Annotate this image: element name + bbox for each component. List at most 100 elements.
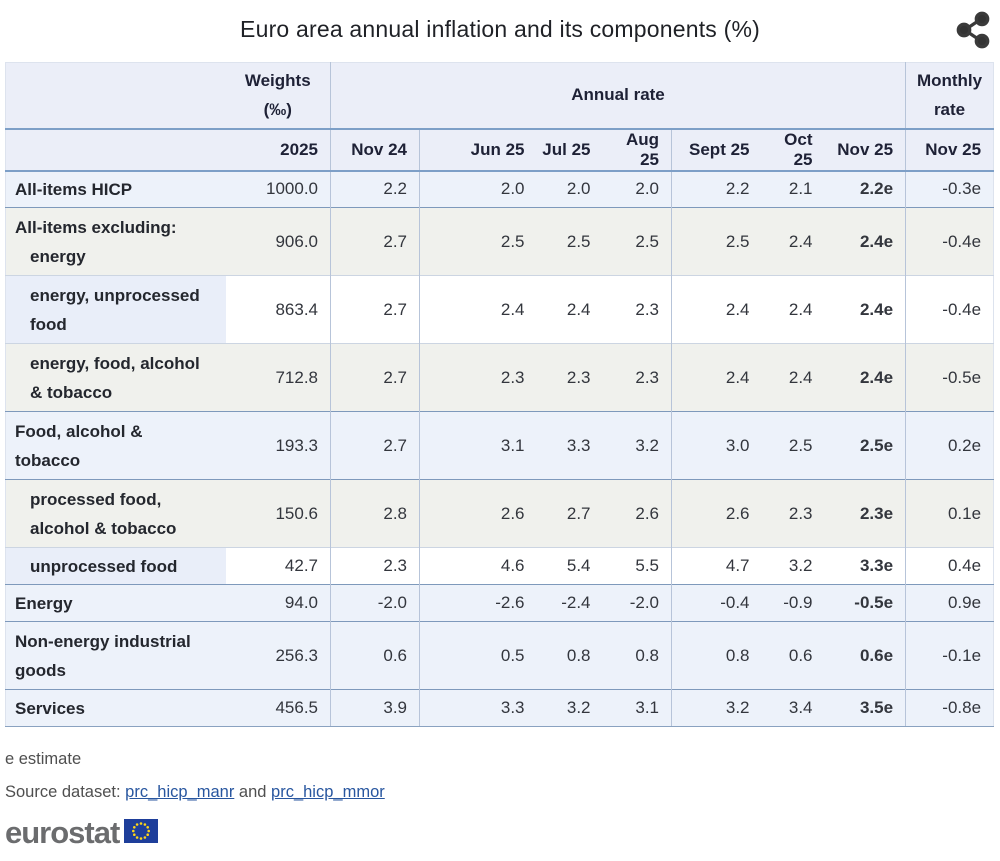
period-header: Nov 25 — [824, 127, 906, 172]
table-row: Energy 94.0 -2.0 -2.6 -2.4 -2.0 -0.4 -0.9 -0.5e 0… — [5, 584, 994, 622]
period-header: Oct 25 — [761, 127, 825, 172]
monthly-rate-cell: -0.5e — [905, 343, 994, 412]
annual-rate-cell: 5.4 — [536, 547, 603, 585]
eu-flag-icon — [119, 818, 159, 848]
annual-rate-cell: -2.4 — [536, 584, 603, 622]
estimate-note: e estimate — [5, 750, 82, 768]
annual-rate-cell: 3.3 — [536, 411, 603, 480]
row-label-line: All-items HICP — [15, 179, 133, 199]
row-label-line: goods — [15, 660, 66, 680]
annual-rate-cell: 0.8 — [671, 621, 762, 690]
period-header: Nov 24 — [330, 127, 420, 172]
annual-rate-cell: 2.3 — [419, 343, 537, 412]
annual-rate-cell: 2.4 — [671, 275, 762, 344]
annual-rate-cell: 2.5 — [536, 207, 603, 276]
annual-rate-cell: 2.3 — [761, 479, 825, 548]
annual-rate-cell: 3.1 — [419, 411, 537, 480]
annual-rate-cell: 2.6 — [671, 479, 762, 548]
annual-rate-cell: 2.3 — [602, 275, 672, 344]
row-label-line: Services — [15, 698, 85, 718]
annual-rate-cell: 0.5 — [419, 621, 537, 690]
inflation-table: Weights (‰) Annual rate Monthly rate 202… — [5, 62, 995, 727]
weight-cell: 150.6 — [225, 479, 331, 548]
header-group-row: Weights (‰) Annual rate Monthly rate — [5, 62, 994, 129]
annual-rate-cell: -2.0 — [330, 584, 420, 622]
annual-rate-cell: 2.3 — [536, 343, 603, 412]
table-row: All-items excluding: energy 906.0 2.7 2.5 2.5… — [5, 207, 994, 276]
monthly-rate-cell: -0.1e — [905, 621, 994, 690]
footnotes: e estimate Source dataset: prc_hicp_manr… — [5, 749, 995, 802]
annual-rate-cell: 2.3e — [824, 479, 906, 548]
weights-header-label: Weights — [244, 71, 311, 91]
weights-year-header: 2025 — [225, 127, 331, 172]
source-line: Source dataset: prc_hicp_manr and prc_hi… — [5, 782, 995, 802]
row-label: energy, unprocessed food — [5, 275, 226, 344]
row-label: Services — [5, 689, 226, 727]
annual-rate-cell: -2.6 — [419, 584, 537, 622]
annual-rate-cell: -0.9 — [761, 584, 825, 622]
row-label-line: Energy — [15, 593, 73, 613]
annual-rate-cell: 2.4e — [824, 343, 906, 412]
annual-rate-cell: 3.2 — [671, 689, 762, 727]
table-row: unprocessed food 42.7 2.3 4.6 5.4 5.5 4.7 3.2 3.… — [5, 547, 994, 585]
table-row: Food, alcohol & tobacco 193.3 2.7 3.1 3.3 3.2 3… — [5, 411, 994, 480]
page-title: Euro area annual inflation and its compo… — [240, 16, 760, 42]
row-label-line: alcohol & tobacco — [30, 518, 177, 538]
row-label-line: food — [30, 314, 67, 334]
weight-cell: 863.4 — [225, 275, 331, 344]
annual-rate-cell: 2.0 — [419, 170, 537, 208]
annual-rate-cell: 2.5 — [671, 207, 762, 276]
row-label-line: tobacco — [15, 450, 81, 470]
monthly-rate-cell: 0.9e — [905, 584, 994, 622]
annual-rate-cell: 3.4 — [761, 689, 825, 727]
label-column-header — [5, 62, 226, 129]
annual-rate-cell: 3.0 — [671, 411, 762, 480]
annual-rate-cell: 2.2e — [824, 170, 906, 208]
annual-rate-cell: 3.5e — [824, 689, 906, 727]
weight-cell: 256.3 — [225, 621, 331, 690]
table-row: energy, unprocessed food 863.4 2.7 2.4 2.4 2.3… — [5, 275, 994, 344]
annual-rate-cell: -0.4 — [671, 584, 762, 622]
annual-rate-cell: 2.7 — [330, 207, 420, 276]
annual-rate-cell: 2.6 — [419, 479, 537, 548]
period-header: Aug 25 — [602, 127, 672, 172]
annual-rate-cell: 4.7 — [671, 547, 762, 585]
row-label-line: energy, unprocessed — [30, 285, 200, 305]
annual-rate-cell: 2.7 — [330, 343, 420, 412]
row-label-line: energy — [30, 246, 86, 266]
annual-rate-cell: 2.0 — [602, 170, 672, 208]
table-row: processed food, alcohol & tobacco 150.6 2.8… — [5, 479, 994, 548]
annual-rate-cell: 2.4e — [824, 207, 906, 276]
period-header: Jul 25 — [536, 127, 603, 172]
weights-header: Weights (‰) — [225, 62, 331, 129]
annual-rate-cell: 3.3 — [419, 689, 537, 727]
row-label-line: Food, alcohol & — [15, 421, 143, 441]
annual-rate-cell: 2.7 — [536, 479, 603, 548]
annual-rate-cell: 2.4 — [761, 207, 825, 276]
annual-rate-cell: 3.9 — [330, 689, 420, 727]
annual-rate-cell: 0.6 — [330, 621, 420, 690]
row-label: energy, food, alcohol & tobacco — [5, 343, 226, 412]
table-row: All-items HICP 1000.0 2.2 2.0 2.0 2.0 2.2 2.1 2.… — [5, 170, 994, 208]
monthly-rate-header-line1: Monthly — [916, 71, 983, 91]
annual-rate-cell: 0.6 — [761, 621, 825, 690]
monthly-rate-cell: 0.1e — [905, 479, 994, 548]
inflation-widget: Euro area annual inflation and its compo… — [5, 0, 995, 851]
weight-cell: 906.0 — [225, 207, 331, 276]
annual-rate-cell: 2.2 — [330, 170, 420, 208]
source-conjunction: and — [238, 783, 267, 801]
table-row: Services 456.5 3.9 3.3 3.2 3.1 3.2 3.4 3.5e -0.8e — [5, 689, 994, 727]
monthly-rate-header-line2: rate — [933, 100, 966, 120]
row-label-line: unprocessed food — [30, 556, 178, 576]
source-link-manr[interactable]: prc_hicp_manr — [125, 783, 235, 801]
annual-rate-cell: 3.2 — [761, 547, 825, 585]
title-bar: Euro area annual inflation and its compo… — [5, 0, 995, 62]
row-label-line: All-items excluding: — [15, 217, 177, 237]
annual-rate-cell: 2.1 — [761, 170, 825, 208]
monthly-rate-cell: 0.4e — [905, 547, 994, 585]
annual-rate-cell: -2.0 — [602, 584, 672, 622]
share-button[interactable] — [953, 10, 993, 52]
source-link-mmor[interactable]: prc_hicp_mmor — [271, 783, 385, 801]
annual-rate-cell: 5.5 — [602, 547, 672, 585]
annual-rate-cell: 2.4 — [761, 275, 825, 344]
